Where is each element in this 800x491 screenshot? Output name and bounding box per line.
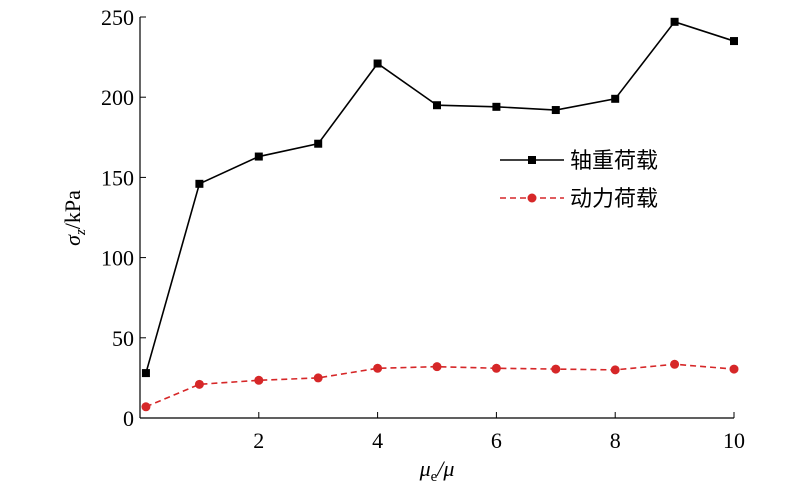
marker bbox=[141, 369, 150, 378]
marker bbox=[551, 106, 560, 115]
y-tick-label: 50 bbox=[112, 326, 134, 351]
legend-marker bbox=[528, 156, 536, 164]
y-axis-label: σz/kPa bbox=[60, 190, 89, 246]
marker bbox=[611, 94, 620, 103]
marker bbox=[551, 364, 561, 374]
x-axis-label: μe/μ bbox=[419, 456, 455, 485]
marker bbox=[730, 37, 738, 46]
marker bbox=[610, 365, 620, 375]
y-tick-label: 200 bbox=[101, 85, 134, 110]
marker bbox=[313, 373, 323, 383]
marker bbox=[141, 402, 151, 412]
x-tick-label: 2 bbox=[253, 428, 264, 453]
marker bbox=[433, 101, 441, 110]
x-tick-label: 4 bbox=[372, 428, 383, 453]
marker bbox=[670, 17, 679, 26]
y-label-sub: z bbox=[73, 229, 89, 236]
marker bbox=[432, 362, 442, 372]
marker bbox=[373, 59, 382, 68]
x-tick-label: 8 bbox=[610, 428, 621, 453]
x-label-sub: e bbox=[431, 469, 438, 485]
x-label-rest: /μ bbox=[435, 456, 454, 481]
series-line bbox=[145, 363, 735, 408]
marker bbox=[194, 379, 204, 389]
marker bbox=[254, 375, 264, 385]
y-tick-label: 250 bbox=[101, 5, 134, 30]
y-tick-label: 150 bbox=[101, 165, 134, 190]
y-tick-label: 0 bbox=[123, 406, 134, 431]
y-label-rest: /kPa bbox=[60, 190, 85, 229]
x-label-symbol: μ bbox=[419, 456, 431, 481]
x-tick-label: 10 bbox=[723, 428, 745, 453]
y-label-symbol: σ bbox=[60, 234, 85, 246]
marker bbox=[491, 363, 501, 373]
marker bbox=[670, 359, 680, 369]
x-tick-label: 6 bbox=[491, 428, 502, 453]
marker bbox=[373, 363, 383, 373]
marker bbox=[492, 102, 501, 111]
marker bbox=[314, 139, 323, 148]
marker bbox=[195, 179, 204, 188]
marker bbox=[729, 364, 739, 374]
legend-marker bbox=[527, 193, 537, 203]
legend-label: 动力荷载 bbox=[570, 187, 658, 212]
y-tick-label: 100 bbox=[101, 246, 134, 271]
marker bbox=[254, 152, 263, 161]
legend-label: 轴重荷载 bbox=[570, 149, 658, 174]
